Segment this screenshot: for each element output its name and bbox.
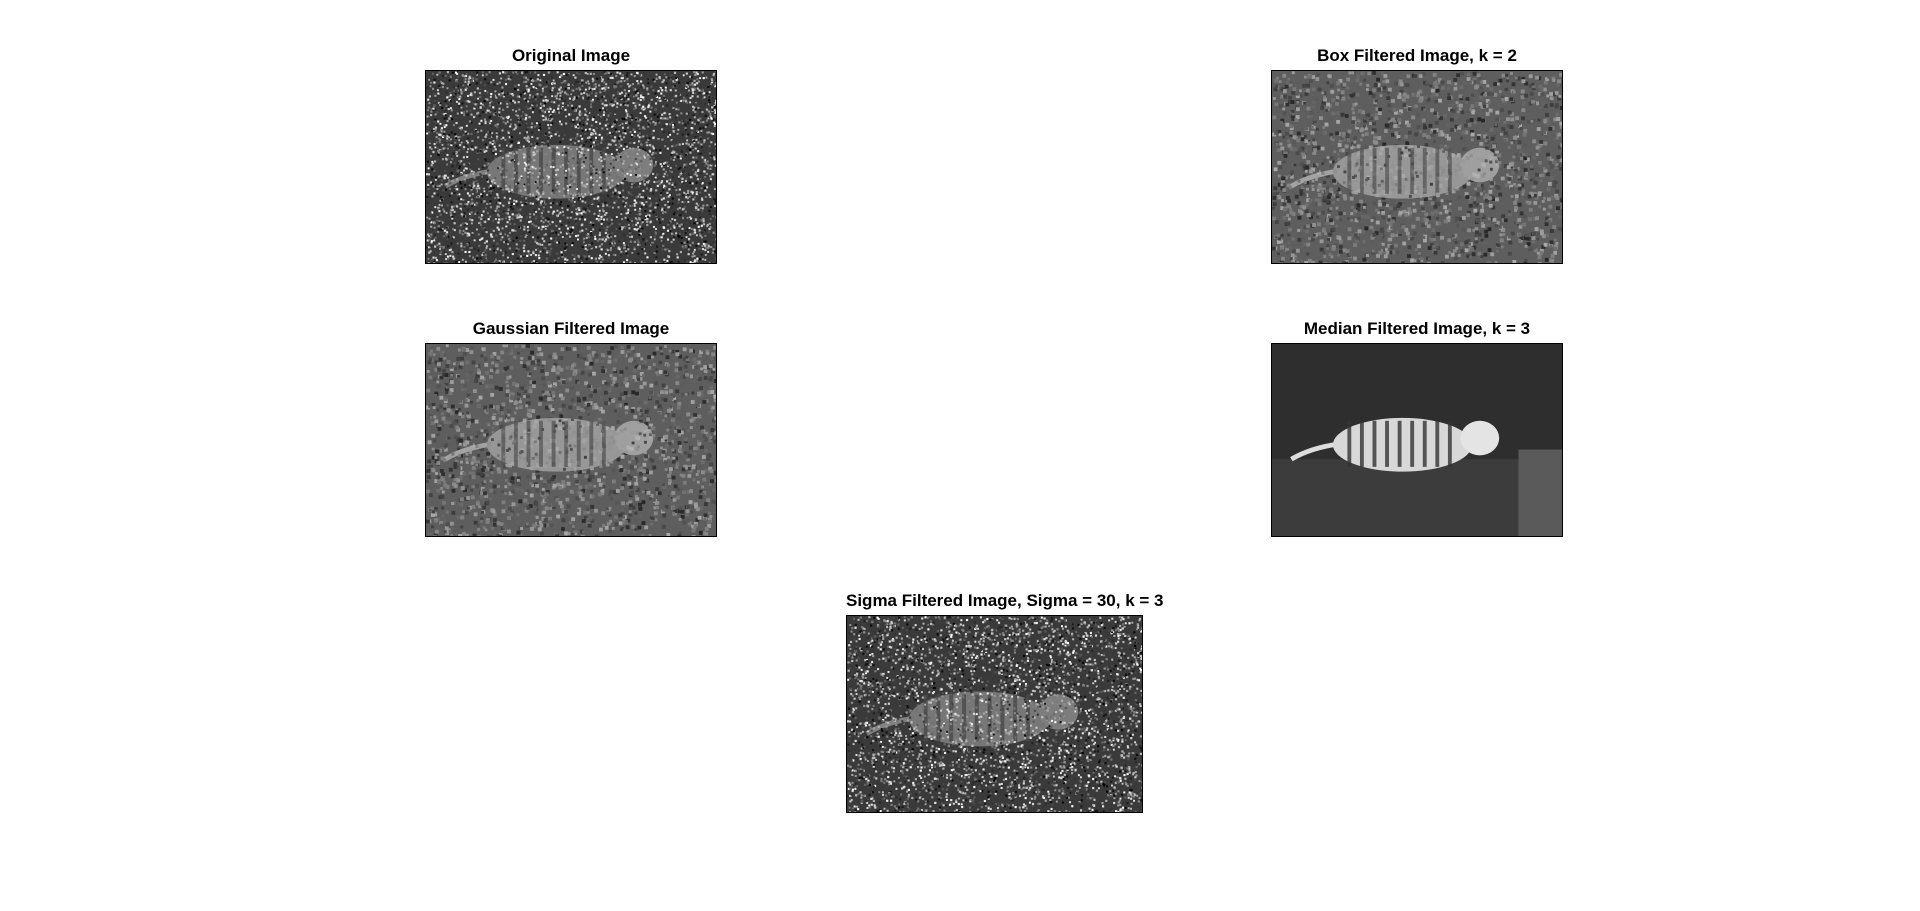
image-original [425,70,717,264]
image-content [426,344,716,536]
panel-title-gaussian-filtered: Gaussian Filtered Image [472,319,670,338]
panel-original: Original Image [425,46,717,264]
image-median-filtered [1271,343,1563,537]
image-content [847,616,1142,812]
panel-title-original: Original Image [511,46,631,65]
image-content [1272,71,1562,263]
panel-title-median-filtered: Median Filtered Image, k = 3 [1303,319,1531,338]
panel-title-sigma-filtered: Sigma Filtered Image, Sigma = 30, k = 3 [846,591,1164,610]
panel-sigma-filtered: Sigma Filtered Image, Sigma = 30, k = 3 [846,591,1164,813]
image-sigma-filtered [846,615,1143,813]
image-gaussian-filtered [425,343,717,537]
image-content [1272,344,1562,536]
panel-gaussian-filtered: Gaussian Filtered Image [425,319,717,537]
panel-median-filtered: Median Filtered Image, k = 3 [1271,319,1563,537]
image-content [426,71,716,263]
panel-title-box-filtered: Box Filtered Image, k = 2 [1317,46,1517,65]
panel-box-filtered: Box Filtered Image, k = 2 [1271,46,1563,264]
image-box-filtered [1271,70,1563,264]
